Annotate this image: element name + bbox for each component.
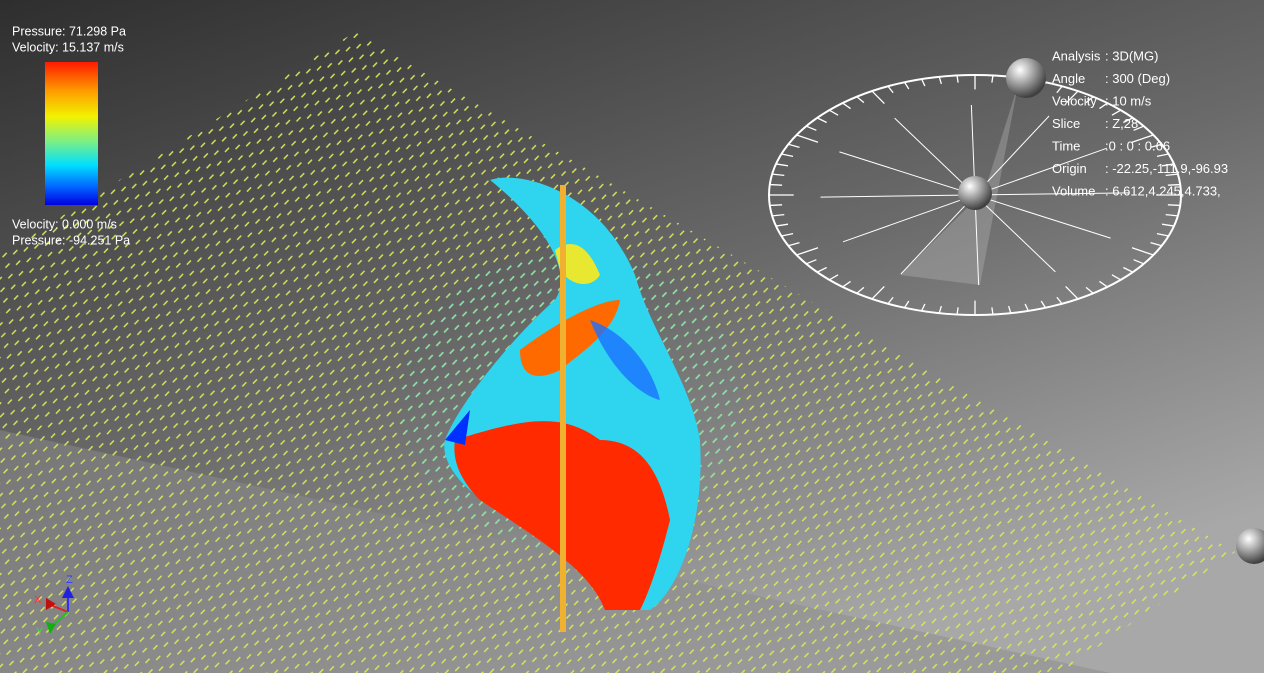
legend-max-velocity: Velocity: 15.137 m/s bbox=[12, 40, 124, 54]
color-bar bbox=[45, 62, 98, 205]
x-label: X bbox=[34, 594, 42, 606]
info-value: :0 : 0 : 0.66 bbox=[1105, 138, 1170, 153]
info-value: : 10 m/s bbox=[1105, 93, 1152, 108]
info-label: Velocity bbox=[1052, 93, 1097, 108]
info-value: : Z,28 bbox=[1105, 116, 1138, 131]
dial-center[interactable] bbox=[958, 176, 992, 210]
info-label: Volume bbox=[1052, 183, 1095, 198]
info-value: : 3D(MG) bbox=[1105, 48, 1158, 63]
info-value: : 300 (Deg) bbox=[1105, 71, 1170, 86]
info-label: Slice bbox=[1052, 116, 1080, 131]
info-label: Origin bbox=[1052, 161, 1087, 176]
legend-max-pressure: Pressure: 71.298 Pa bbox=[12, 24, 126, 38]
info-label: Analysis bbox=[1052, 48, 1101, 63]
dial-handle[interactable] bbox=[1006, 58, 1046, 98]
dial-tick bbox=[770, 205, 782, 206]
dial-tick bbox=[1168, 205, 1180, 206]
legend-min-velocity: Velocity: 0.000 m/s bbox=[12, 217, 117, 231]
z-label: Z bbox=[66, 574, 73, 586]
y-label: Y bbox=[36, 626, 44, 638]
cfd-viewport: Pressure: 71.298 Pa Velocity: 15.137 m/s… bbox=[0, 0, 1264, 673]
legend-min-pressure: Pressure: -94.251 Pa bbox=[12, 233, 130, 247]
shaft bbox=[560, 185, 566, 632]
info-value: : -22.25,-111.9,-96.93 bbox=[1105, 161, 1228, 176]
info-label: Angle bbox=[1052, 71, 1085, 86]
info-value: : 6.612,4.245,4.733, bbox=[1105, 183, 1221, 198]
info-label: Time bbox=[1052, 138, 1080, 153]
dial-tick bbox=[770, 185, 782, 186]
